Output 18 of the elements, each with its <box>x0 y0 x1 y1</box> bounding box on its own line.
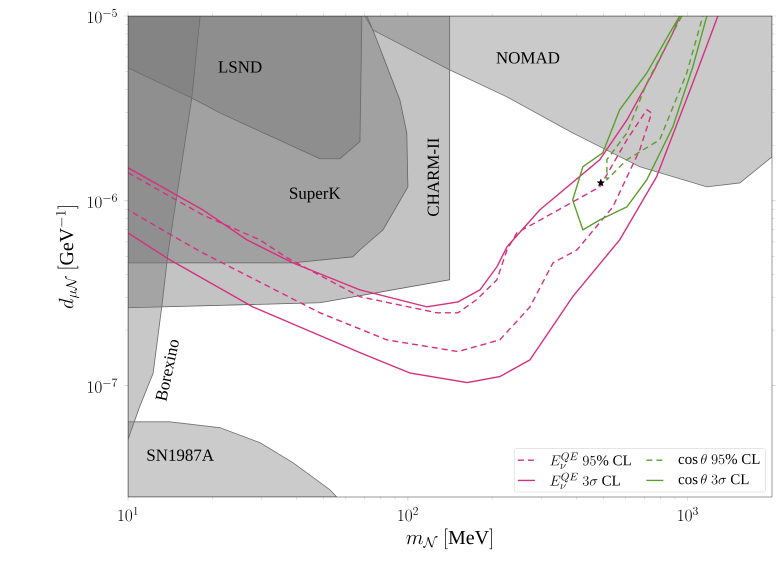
legend-label: $E_\nu^{QE}\ 95\%\ \mathrm{CL}$ <box>550 452 631 469</box>
legend-label: $E_\nu^{QE}\ 3\sigma\ \mathrm{CL}$ <box>550 472 620 490</box>
y-tick-label: $10^{-7}$ <box>88 378 118 393</box>
series-label: NOMAD <box>496 52 560 64</box>
x-tick-label: $10^{3}$ <box>678 506 698 522</box>
x-tick-label: $10^{2}$ <box>398 506 418 522</box>
series-label: SuperK <box>290 188 340 202</box>
series-label: LSND <box>218 61 262 73</box>
series-label: CHARM-II <box>428 138 439 216</box>
legend-label: $\cos\theta\ 95\%\ \mathrm{CL}$ <box>678 454 760 464</box>
legend-label: $\cos\theta\ 3\sigma\ \mathrm{CL}$ <box>678 474 749 484</box>
text: Borexino <box>155 340 179 402</box>
y-tick-label: $10^{-5}$ <box>88 8 117 24</box>
y-axis-title: $d_{\mu\mathcal{N}}\ [\mathrm{GeV}^{-1}]$ <box>56 206 80 308</box>
x-axis-title: $m_{\mathcal{N}}\ [\mathrm{MeV}]$ <box>406 528 492 550</box>
x-tick-label: $10^{1}$ <box>118 506 138 522</box>
y-tick-label: $10^{-6}$ <box>88 194 117 208</box>
series-label: SN1987A <box>147 449 214 461</box>
